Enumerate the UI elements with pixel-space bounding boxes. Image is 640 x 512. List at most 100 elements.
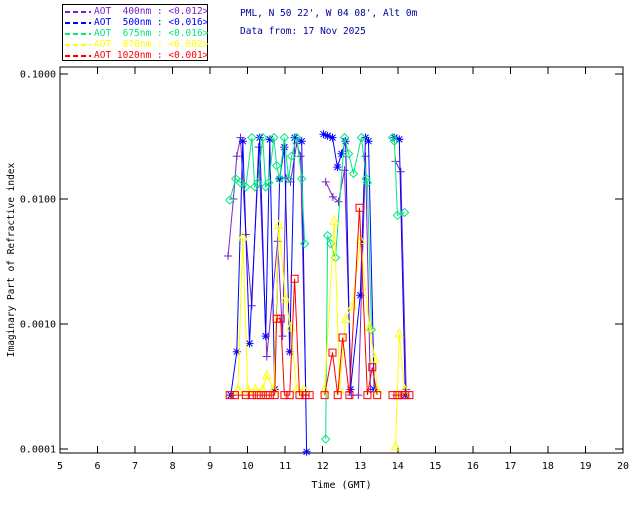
- x-tick-label: 11: [279, 461, 291, 472]
- x-tick-label: 8: [170, 461, 176, 472]
- square-marker: [373, 391, 382, 400]
- asterisk-marker: [337, 149, 346, 158]
- diamond-marker: [274, 174, 285, 184]
- x-tick-label: 14: [392, 461, 404, 472]
- square-marker: [405, 391, 414, 400]
- square-marker: [338, 333, 347, 342]
- legend-label: AOT 500nm : <0.016>: [94, 17, 209, 28]
- diamond-marker: [271, 160, 282, 171]
- x-tick-label: 10: [242, 461, 254, 472]
- legend-item: AOT 500nm : <0.016>: [63, 17, 209, 28]
- triangle-marker: [299, 383, 309, 394]
- x-tick-label: 13: [354, 461, 366, 472]
- diamond-marker: [241, 182, 251, 192]
- legend-dash-swatch: [65, 54, 91, 57]
- station-header: PML, N 50 22', W 04 08', Alt 0m Data fro…: [240, 5, 417, 41]
- diamond-marker: [356, 132, 367, 143]
- x-tick-label: 7: [132, 461, 138, 472]
- data-date-text: Data from: 17 Nov 2025: [240, 26, 366, 37]
- diamond-marker: [257, 132, 268, 143]
- series-line: [392, 137, 405, 217]
- diamond-marker: [339, 132, 350, 143]
- asterisk-marker: [319, 130, 328, 139]
- triangle-marker: [364, 321, 375, 332]
- asterisk-marker: [333, 163, 342, 172]
- asterisk-marker: [261, 332, 270, 341]
- diamond-marker: [392, 210, 403, 221]
- x-tick-label: 6: [95, 461, 101, 472]
- diamond-marker: [269, 132, 279, 143]
- diamond-marker: [286, 151, 297, 161]
- plot-frame: [59, 66, 624, 454]
- square-marker: [305, 391, 314, 400]
- y-tick-label: 0.0100: [20, 195, 56, 206]
- triangle-marker: [399, 383, 410, 394]
- diamond-marker: [230, 174, 241, 184]
- triangle-marker: [340, 313, 351, 323]
- legend-item: AOT 675nm : <0.016>: [63, 28, 208, 39]
- diamond-marker: [292, 132, 302, 143]
- diamond-marker: [260, 182, 271, 192]
- asterisk-marker: [232, 347, 241, 356]
- plus-marker: [321, 177, 330, 186]
- x-tick-label: 16: [467, 461, 479, 472]
- plus-marker: [361, 152, 370, 161]
- diamond-marker: [387, 132, 398, 143]
- diamond-marker: [235, 177, 246, 188]
- x-axis-label: Time (GMT): [311, 480, 371, 491]
- diamond-marker: [247, 132, 257, 143]
- plus-marker: [328, 192, 337, 201]
- x-tick-label: 19: [579, 461, 591, 472]
- triangle-marker: [394, 327, 405, 338]
- diamond-marker: [283, 174, 294, 184]
- asterisk-marker: [356, 291, 365, 300]
- y-axis-label: Imaginary Part of Refractive index: [6, 162, 17, 357]
- series-line: [395, 333, 406, 447]
- plus-marker: [334, 197, 343, 206]
- series-line: [323, 133, 375, 390]
- triangle-marker: [273, 219, 284, 229]
- diamond-marker: [389, 136, 400, 146]
- asterisk-marker: [245, 339, 254, 348]
- legend: AOT 400nm : <0.012> AOT 500nm : <0.016> AO…: [62, 4, 208, 61]
- x-tick-label: 15: [429, 461, 441, 472]
- legend-dash-swatch: [65, 21, 91, 24]
- series-line: [229, 278, 310, 396]
- y-tick-label: 0.1000: [20, 70, 56, 81]
- diamond-marker: [361, 174, 372, 184]
- diamond-marker: [348, 168, 359, 179]
- square-marker: [276, 314, 285, 323]
- diamond-marker: [296, 174, 307, 184]
- diamond-marker: [253, 177, 263, 188]
- legend-label: AOT 870nm : <0.002>: [94, 39, 209, 50]
- triangle-marker: [237, 230, 248, 241]
- legend-dash-swatch: [65, 32, 91, 35]
- diamond-marker: [224, 195, 235, 205]
- axis-labels: Time (GMT) Imaginary Part of Refractive …: [6, 162, 372, 491]
- y-tick-label: 0.0010: [20, 320, 56, 331]
- series-line: [237, 224, 304, 390]
- x-tick-label: 12: [317, 461, 329, 472]
- legend-item: AOT 870nm : <0.002>: [63, 39, 209, 50]
- triangle-marker: [334, 383, 345, 394]
- diamond-marker: [263, 177, 274, 188]
- asterisk-marker: [297, 137, 306, 146]
- legend-dash-swatch: [65, 43, 91, 46]
- diamond-marker: [343, 149, 354, 159]
- triangle-marker: [369, 352, 380, 363]
- asterisk-marker: [238, 137, 247, 146]
- asterisk-marker: [364, 137, 373, 146]
- asterisk-marker: [280, 143, 289, 152]
- series-line: [324, 207, 378, 396]
- square-marker: [320, 391, 329, 400]
- diamond-marker: [362, 177, 373, 188]
- plus-marker: [224, 252, 233, 260]
- series-aot-870nm: [233, 215, 410, 451]
- legend-item: AOT 400nm : <0.012>: [63, 6, 209, 17]
- asterisk-marker: [370, 385, 379, 394]
- legend-dash-swatch: [65, 10, 91, 13]
- triangle-marker: [261, 369, 272, 380]
- plus-marker: [229, 195, 238, 203]
- legend-label: AOT 400nm : <0.012>: [94, 6, 209, 17]
- legend-label: AOT 1020nm : <0.001>: [94, 50, 209, 61]
